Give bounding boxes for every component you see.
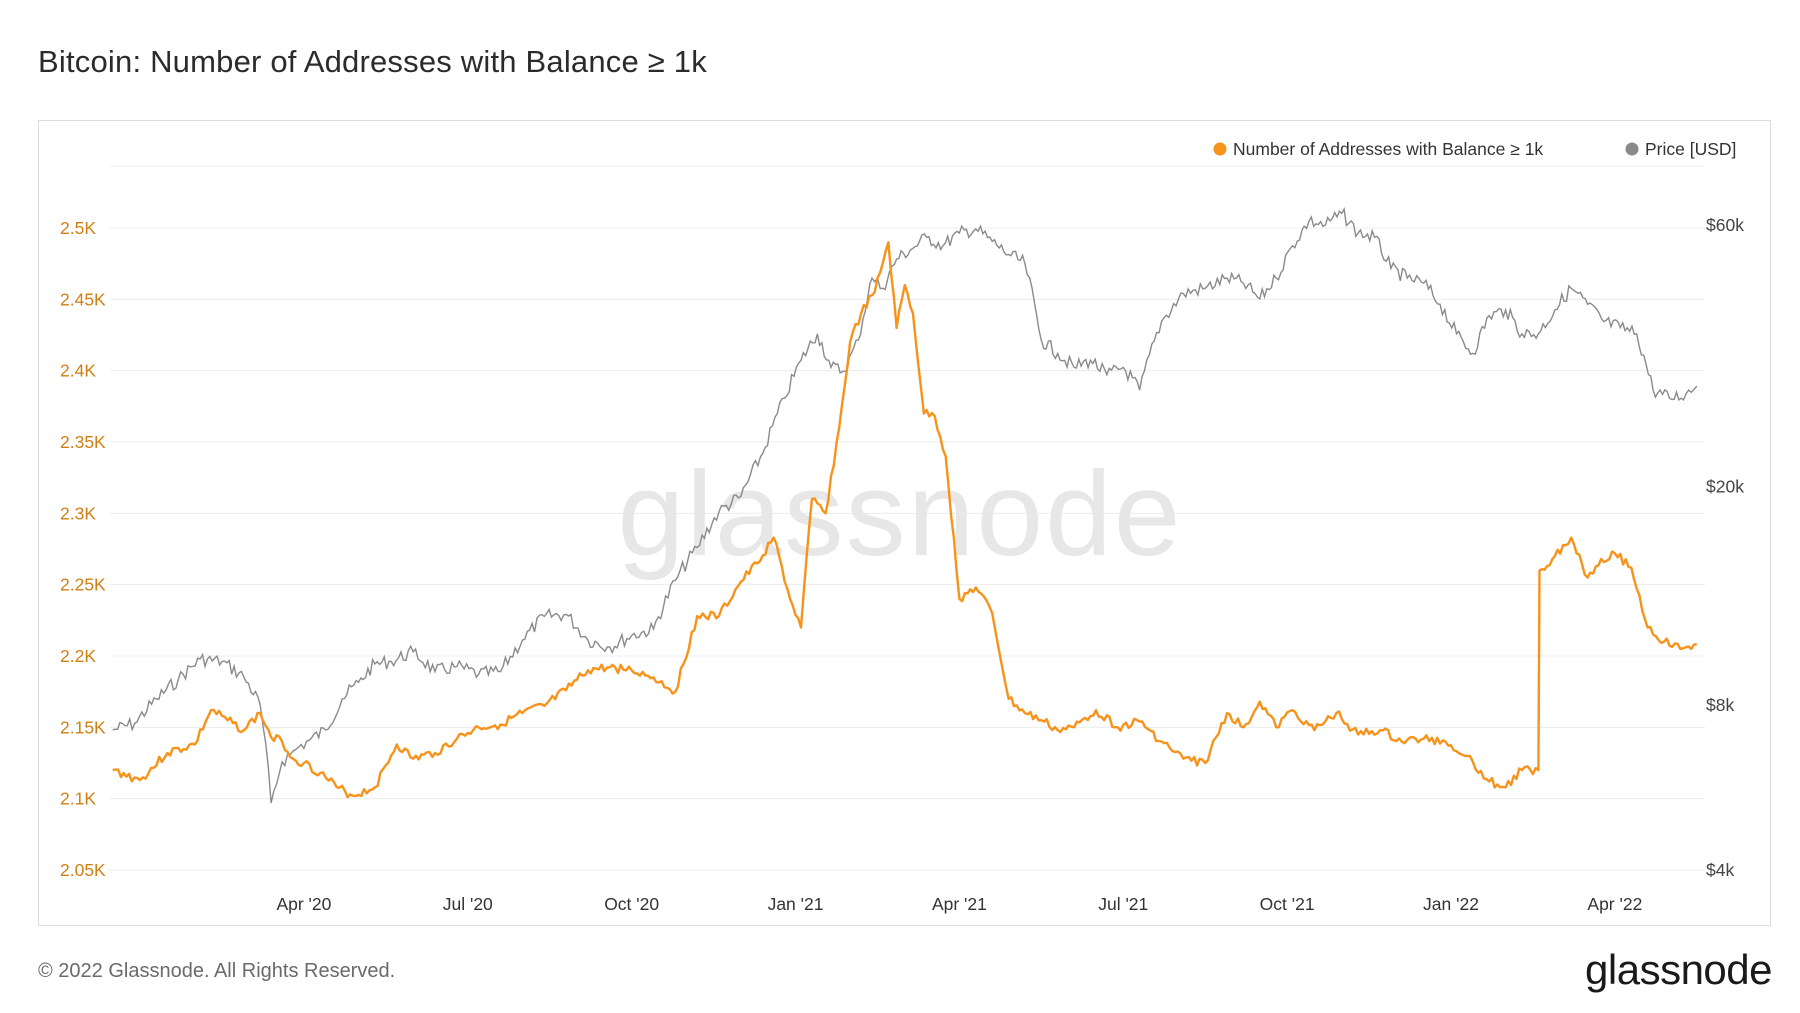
legend-price-marker xyxy=(1625,142,1639,156)
copyright-text: © 2022 Glassnode. All Rights Reserved. xyxy=(38,960,396,982)
legend-addresses-marker xyxy=(1213,142,1227,156)
x-axis-tick-label: Apr '21 xyxy=(932,894,987,914)
x-axis-tick-label: Jul '21 xyxy=(1098,894,1148,914)
left-axis-ticks: 2.05K 2.1K 2.15K 2.2K 2.25K 2.3K 2.35K 2.4K 2.45… xyxy=(60,218,106,880)
left-axis-tick-label: 2.1K xyxy=(60,789,96,809)
x-axis-tick-label: Jul '20 xyxy=(443,894,493,914)
x-axis-tick-label: Apr '22 xyxy=(1587,894,1642,914)
chart-svg: glassnode 2.05K 2.1K 2.15K 2.2K 2.25K 2.3K 2.3… xyxy=(60,139,1744,914)
left-axis-tick-label: 2.5K xyxy=(60,218,96,238)
left-axis-tick-label: 2.3K xyxy=(60,503,96,523)
grid-lines xyxy=(110,165,1705,871)
chart-title: Bitcoin: Number of Addresses with Balanc… xyxy=(38,44,707,79)
x-axis-tick-label: Oct '21 xyxy=(1260,894,1315,914)
legend: Number of Addresses with Balance ≥ 1k Pr… xyxy=(1213,139,1736,159)
legend-addresses-label[interactable]: Number of Addresses with Balance ≥ 1k xyxy=(1233,139,1543,159)
x-axis-tick-label: Jan '22 xyxy=(1423,894,1479,914)
left-axis-tick-label: 2.35K xyxy=(60,432,106,452)
left-axis-tick-label: 2.4K xyxy=(60,361,96,381)
right-axis-tick-label: $8k xyxy=(1706,695,1734,715)
right-axis-tick-label: $60k xyxy=(1706,215,1744,235)
price-series-line xyxy=(112,206,1698,804)
left-axis-tick-label: 2.45K xyxy=(60,289,106,309)
right-axis-tick-label: $4k xyxy=(1706,860,1734,880)
left-axis-tick-label: 2.05K xyxy=(60,860,106,880)
right-axis-tick-label: $20k xyxy=(1706,477,1744,497)
left-axis-tick-label: 2.25K xyxy=(60,575,106,595)
left-axis-tick-label: 2.2K xyxy=(60,646,96,666)
x-axis-tick-label: Oct '20 xyxy=(604,894,659,914)
x-axis-ticks: Apr '20 Jul '20 Oct '20 Jan '21 Apr '21 Jul '… xyxy=(276,894,1642,914)
right-axis-ticks: $4k $8k $20k $60k xyxy=(1706,215,1744,880)
x-axis-tick-label: Jan '21 xyxy=(768,894,824,914)
glassnode-logo[interactable]: glassnode xyxy=(1585,946,1772,993)
addresses-series-line xyxy=(112,241,1697,799)
watermark-text: glassnode xyxy=(617,447,1182,581)
x-axis-tick-label: Apr '20 xyxy=(276,894,331,914)
left-axis-tick-label: 2.15K xyxy=(60,717,106,737)
legend-price-label[interactable]: Price [USD] xyxy=(1645,139,1736,159)
